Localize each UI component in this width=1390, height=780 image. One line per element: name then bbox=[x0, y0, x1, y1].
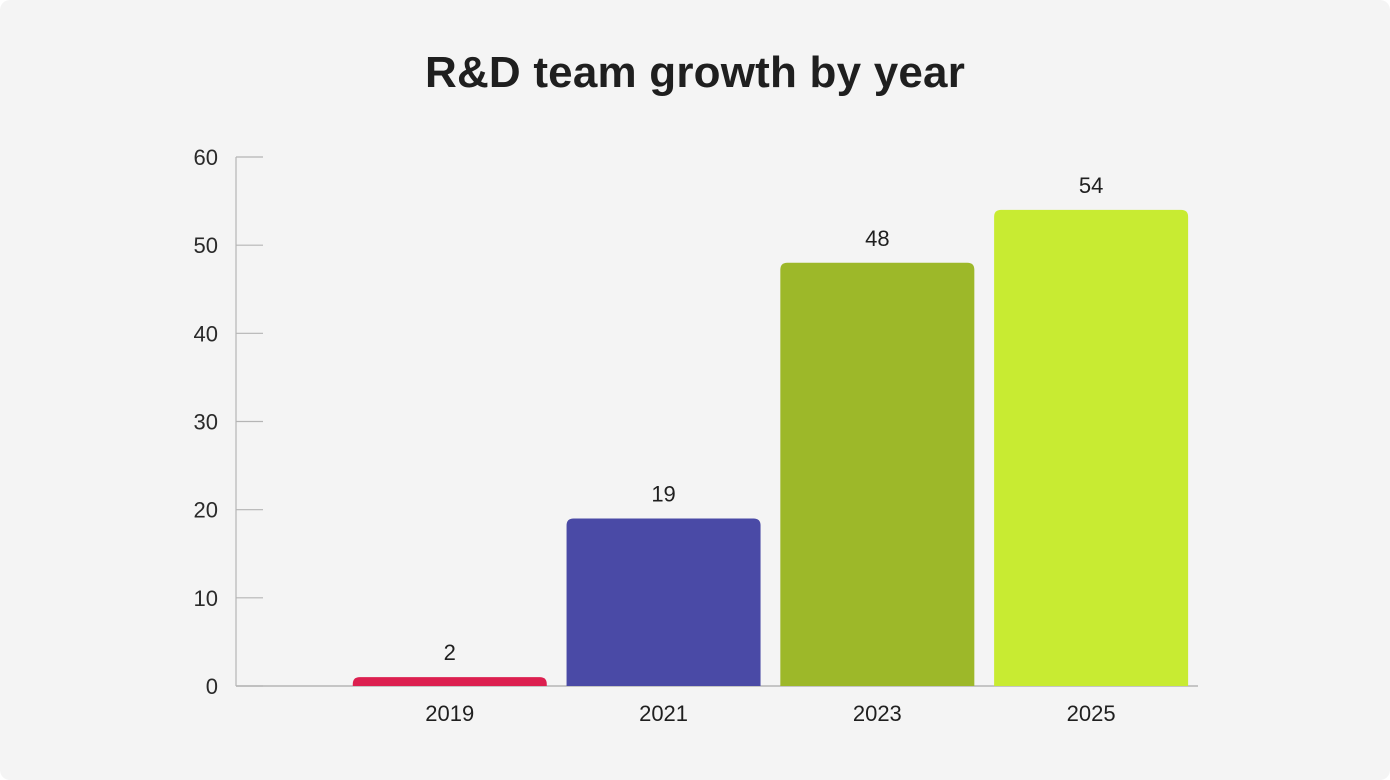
x-tick-label-2019: 2019 bbox=[425, 701, 474, 726]
data-label-2025: 54 bbox=[1079, 173, 1103, 198]
y-tick-label: 10 bbox=[194, 586, 218, 611]
x-tick-label-2023: 2023 bbox=[853, 701, 902, 726]
x-tick-label-2021: 2021 bbox=[639, 701, 688, 726]
data-label-2023: 48 bbox=[865, 226, 889, 251]
bar-2019 bbox=[352, 677, 547, 686]
bar-2023 bbox=[780, 262, 975, 686]
data-label-2019: 2 bbox=[444, 640, 456, 665]
y-tick-label: 40 bbox=[194, 321, 218, 346]
y-tick-label: 30 bbox=[194, 410, 218, 435]
y-tick-label: 60 bbox=[194, 145, 218, 170]
data-label-2021: 19 bbox=[651, 481, 675, 506]
x-tick-label-2025: 2025 bbox=[1067, 701, 1116, 726]
bar-2021 bbox=[566, 518, 761, 686]
y-tick-label: 0 bbox=[206, 674, 218, 699]
chart-title: R&D team growth by year bbox=[424, 48, 966, 97]
y-tick-label: 50 bbox=[194, 233, 218, 258]
bar-2025 bbox=[994, 209, 1189, 686]
y-tick-label: 20 bbox=[194, 498, 218, 523]
labels: 2 2019 19 2021 48 2023 54 2025 bbox=[425, 173, 1115, 726]
bars bbox=[352, 209, 1189, 686]
